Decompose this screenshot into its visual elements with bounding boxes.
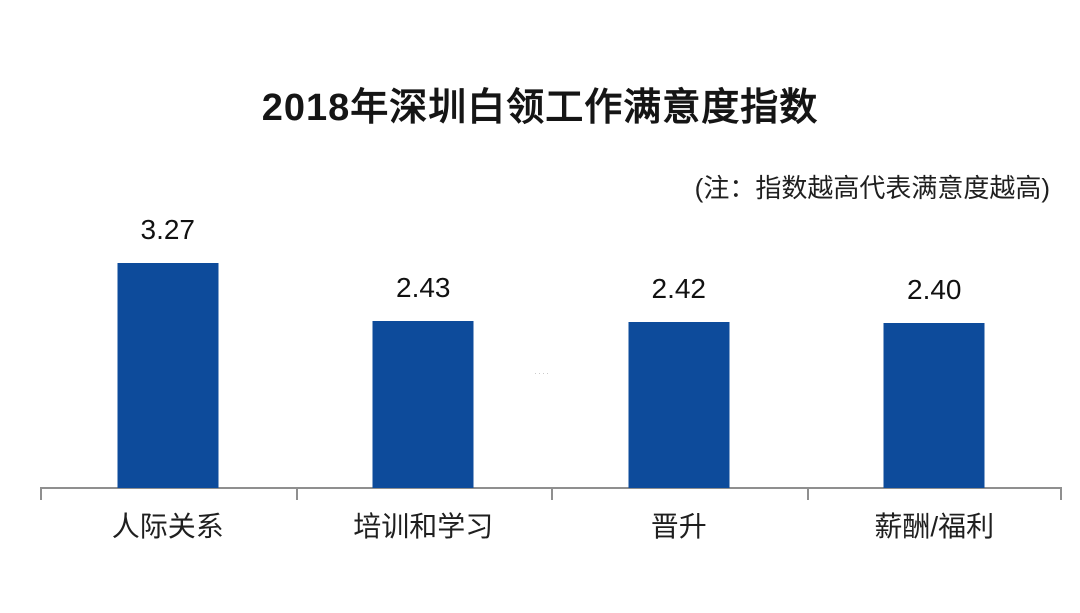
bar-value-label: 2.42 — [651, 273, 707, 304]
plot-area: 3.27 人际关系 2.43 培训和学习 2.42 晋升 2.40 薪酬/福利 — [40, 200, 1063, 542]
bar-slot: 2.42 晋升 — [551, 200, 807, 542]
category-label: 晋升 — [650, 511, 707, 542]
axis-tick — [807, 487, 809, 500]
bar-slot: 2.40 薪酬/福利 — [807, 200, 1063, 542]
chart-note: (注：指数越高代表满意度越高) — [694, 173, 1050, 203]
category-label: 培训和学习 — [353, 511, 494, 542]
axis-tick — [551, 487, 553, 500]
category-label: 薪酬/福利 — [874, 511, 995, 542]
bar-slot: 3.27 人际关系 — [40, 200, 296, 542]
bar — [117, 263, 219, 488]
axis-tick — [1060, 487, 1062, 500]
watermark-dots: ···· — [534, 368, 550, 378]
bar — [628, 322, 730, 488]
bar-slot: 2.43 培训和学习 — [296, 200, 552, 542]
bar-value-label: 2.43 — [396, 272, 451, 303]
chart-title: 2018年深圳白领工作满意度指数 — [261, 87, 819, 129]
bar — [372, 321, 474, 488]
bar-value-label: 3.27 — [140, 214, 196, 245]
bar-value-label: 2.40 — [907, 274, 962, 305]
category-label: 人际关系 — [111, 511, 224, 542]
bar — [883, 323, 985, 488]
axis-tick — [296, 487, 298, 500]
axis-tick — [40, 487, 42, 500]
